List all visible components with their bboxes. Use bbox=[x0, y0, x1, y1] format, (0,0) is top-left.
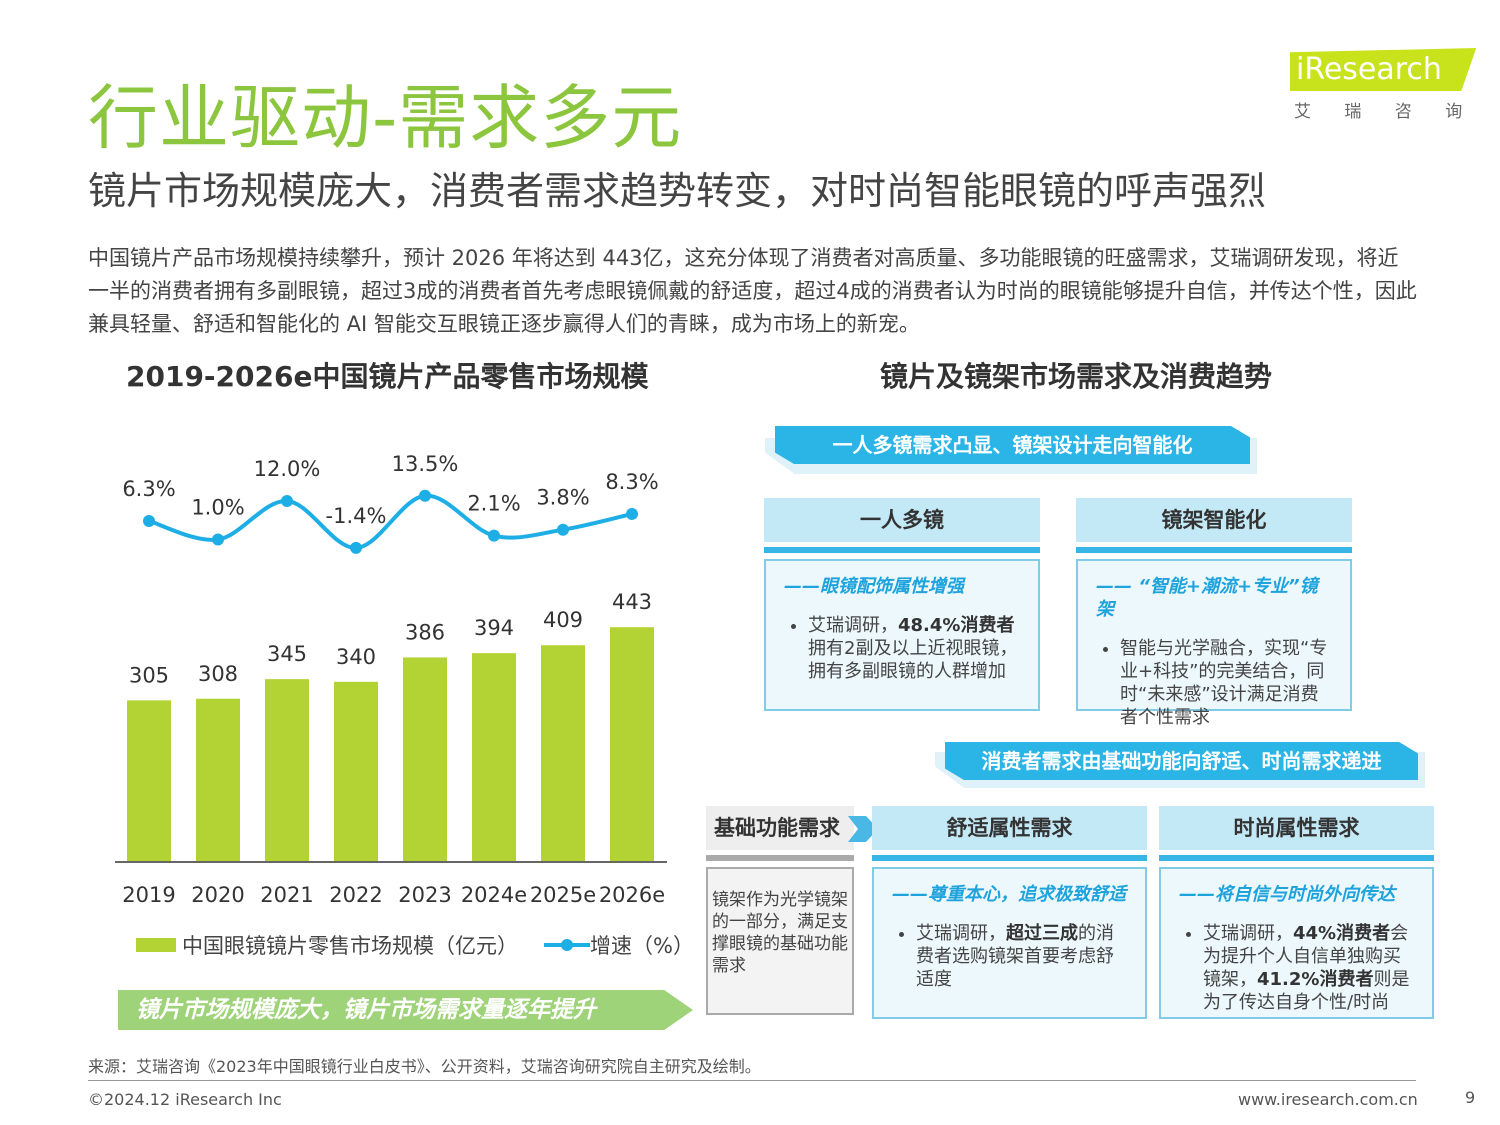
need-column: 一人多镜 ——眼镜配饰属性增强 艾瑞调研，48.4%消费者拥有2副及以上近视眼镜… bbox=[764, 498, 1040, 711]
bar bbox=[541, 645, 585, 862]
footer-divider bbox=[88, 1080, 1416, 1081]
x-tick-label: 2021 bbox=[260, 883, 313, 907]
x-tick-label: 2023 bbox=[398, 883, 451, 907]
chart-title: 2019-2026e中国镜片产品零售市场规模 bbox=[126, 360, 649, 393]
x-tick-label: 2024e bbox=[461, 883, 527, 907]
bar-value-label: 340 bbox=[336, 645, 376, 669]
basic-need-column: 基础功能需求 镜架作为光学镜架的一部分，满足支撑眼镜的基础功能需求 bbox=[706, 806, 854, 1015]
growth-point bbox=[350, 541, 362, 554]
growth-point bbox=[419, 489, 431, 502]
growth-label: 2.1% bbox=[467, 492, 520, 516]
need-column: 镜架智能化 —— “智能+潮流+专业”镜架 智能与光学融合，实现“专业+科技”的… bbox=[1076, 498, 1352, 728]
x-tick-label: 2026e bbox=[599, 883, 665, 907]
chart: 305 2019 308 2020 345 2021 340 2022 386 2023 394 20… bbox=[115, 452, 667, 907]
bar bbox=[403, 657, 447, 862]
bar-value-label: 409 bbox=[543, 608, 583, 632]
legend-line-swatch bbox=[544, 939, 590, 951]
growth-point bbox=[557, 523, 569, 536]
legend-bar-swatch bbox=[136, 938, 176, 952]
growth-label: 6.3% bbox=[122, 477, 175, 501]
bar-value-label: 345 bbox=[267, 642, 307, 666]
bar bbox=[265, 679, 309, 862]
intro-paragraph: 中国镜片产品市场规模持续攀升，预计 2026 年将达到 443亿，这充分体现了消… bbox=[88, 246, 1417, 336]
x-tick-label: 2025e bbox=[530, 883, 596, 907]
bar bbox=[196, 698, 240, 862]
bar bbox=[610, 627, 654, 862]
growth-label: 3.8% bbox=[536, 486, 589, 510]
bar-value-label: 386 bbox=[405, 620, 445, 644]
bar-value-label: 394 bbox=[474, 616, 514, 640]
growth-label: 12.0% bbox=[254, 457, 321, 481]
growth-label: -1.4% bbox=[326, 504, 387, 528]
growth-point bbox=[143, 514, 155, 527]
iresearch-logo: iResearch 艾 瑞 咨 询 bbox=[1290, 48, 1477, 122]
page-subtitle: 镜片市场规模庞大，消费者需求趋势转变，对时尚智能眼镜的呼声强烈 bbox=[88, 169, 1267, 213]
growth-point bbox=[281, 495, 293, 507]
chart-legend: 中国眼镜镜片零售市场规模（亿元） 增速（%） bbox=[136, 930, 694, 960]
bar-value-label: 305 bbox=[129, 663, 169, 687]
bar bbox=[127, 700, 171, 862]
page-title: 行业驱动-需求多元 bbox=[88, 77, 683, 159]
growth-label: 13.5% bbox=[392, 452, 459, 476]
need-column: 舒适属性需求 ——尊重本心，追求极致舒适 艾瑞调研，超过三成的消费者选购镜架首要… bbox=[872, 806, 1147, 1019]
growth-point bbox=[626, 507, 638, 520]
x-tick-label: 2022 bbox=[329, 883, 382, 907]
legend-line-label: 增速（%） bbox=[590, 934, 694, 958]
need-column: 时尚属性需求 ——将自信与时尚外向传达 艾瑞调研，44%消费者会为提升个人自信单… bbox=[1159, 806, 1434, 1019]
arrow-right-icon bbox=[848, 816, 878, 842]
copyright: ©2024.12 iResearch Inc bbox=[88, 1090, 282, 1109]
bar bbox=[472, 653, 516, 862]
growth-point bbox=[212, 533, 224, 546]
website: www.iresearch.com.cn bbox=[1238, 1090, 1418, 1109]
source-note: 来源：艾瑞咨询《2023年中国眼镜行业白皮书》、公开资料，艾瑞咨询研究院自主研究… bbox=[88, 1057, 761, 1076]
bar bbox=[334, 681, 378, 862]
right-title: 镜片及镜架市场需求及消费趋势 bbox=[880, 360, 1273, 393]
page-number: 9 bbox=[1465, 1088, 1476, 1107]
banner-2: 消费者需求由基础功能向舒适、时尚需求递进 bbox=[945, 742, 1418, 780]
bar-value-label: 308 bbox=[198, 662, 238, 686]
growth-label: 8.3% bbox=[605, 470, 658, 494]
x-tick-label: 2019 bbox=[122, 883, 175, 907]
bar-value-label: 443 bbox=[612, 590, 652, 614]
growth-line bbox=[148, 493, 633, 550]
x-tick-label: 2020 bbox=[191, 883, 244, 907]
banner-1: 一人多镜需求凸显、镜架设计走向智能化 bbox=[775, 426, 1250, 464]
growth-label: 1.0% bbox=[191, 496, 244, 520]
chart-conclusion: 镜片市场规模庞大，镜片市场需求量逐年提升 bbox=[118, 990, 693, 1030]
legend-bar-label: 中国眼镜镜片零售市场规模（亿元） bbox=[182, 934, 518, 958]
growth-point bbox=[488, 529, 500, 542]
